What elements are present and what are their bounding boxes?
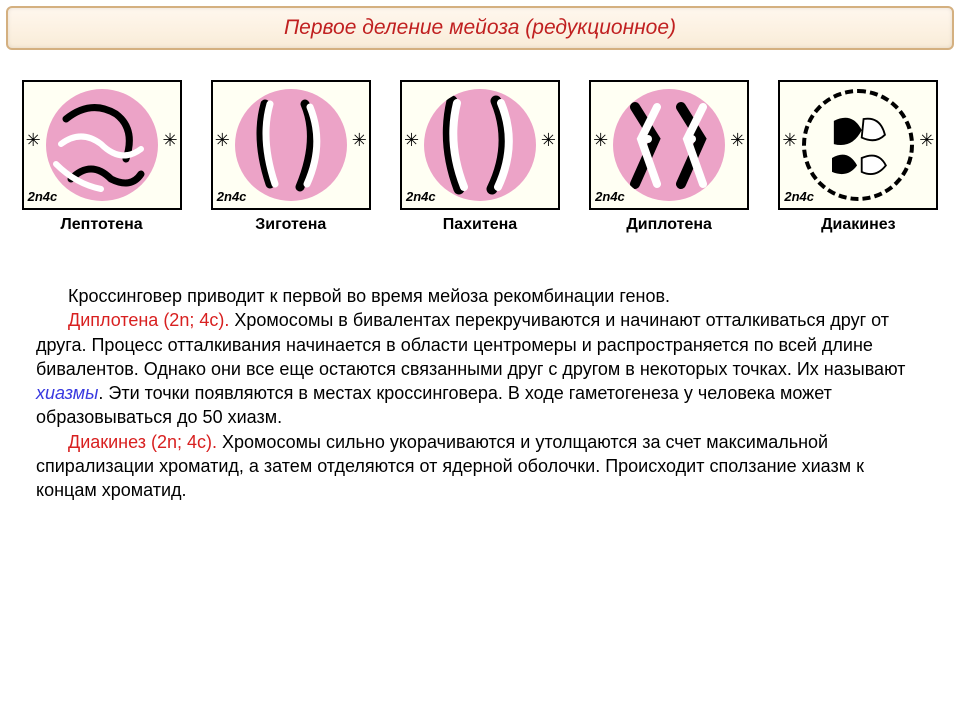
stage-label: Диакинез <box>821 216 896 234</box>
page-title: Первое деление мейоза (редукционное) <box>284 16 676 39</box>
cell-box: ✳ ✳ 2n4c <box>400 80 560 210</box>
body-text: Кроссинговер приводит к первой во время … <box>36 284 924 503</box>
aster-icon: ✳ <box>26 130 41 151</box>
nucleus <box>235 89 347 201</box>
aster-icon: ✳ <box>163 130 178 151</box>
ploidy-label: 2n4c <box>217 189 247 204</box>
aster-icon: ✳ <box>215 130 230 151</box>
stage-label: Лептотена <box>61 216 143 234</box>
paragraph-diplotene: Диплотена (2n; 4c). Хромосомы в бивалент… <box>36 308 924 429</box>
stages-row: ✳ ✳ 2n4c Лептотена ✳ ✳ <box>10 80 950 234</box>
chromosomes-svg <box>424 89 536 201</box>
cell-box: ✳ ✳ 2n4c <box>211 80 371 210</box>
ploidy-label: 2n4c <box>595 189 625 204</box>
aster-icon: ✳ <box>593 130 608 151</box>
stage-pachytene: ✳ ✳ 2n4c Пахитена <box>390 80 570 234</box>
stage-label: Диплотена <box>626 216 712 234</box>
cell-box: ✳ ✳ 2n4c <box>22 80 182 210</box>
cell-box: ✳ ✳ 2n4c <box>778 80 938 210</box>
term-diplotene: Диплотена (2n; 4c). <box>68 310 234 330</box>
term-diakinesis: Диакинез (2n; 4c). <box>68 432 222 452</box>
stage-label: Зиготена <box>255 216 326 234</box>
chromosomes-svg <box>46 89 158 201</box>
paragraph-diakinesis: Диакинез (2n; 4c). Хромосомы сильно укор… <box>36 430 924 503</box>
stage-label: Пахитена <box>443 216 517 234</box>
stage-diplotene: ✳ ✳ 2n4c Диплотена <box>579 80 759 234</box>
ploidy-label: 2n4c <box>28 189 58 204</box>
chromosomes-svg <box>613 89 725 201</box>
chromosomes-svg <box>235 89 347 201</box>
stage-leptotene: ✳ ✳ 2n4c Лептотена <box>12 80 192 234</box>
chromosomes-svg <box>806 93 910 197</box>
stage-diakinesis: ✳ ✳ 2n4c Диакинез <box>768 80 948 234</box>
aster-icon: ✳ <box>730 130 745 151</box>
stage-zygotene: ✳ ✳ 2n4c Зиготена <box>201 80 381 234</box>
cell-box: ✳ ✳ 2n4c <box>589 80 749 210</box>
ploidy-label: 2n4c <box>406 189 436 204</box>
ploidy-label: 2n4c <box>784 189 814 204</box>
page-title-bar: Первое деление мейоза (редукционное) <box>6 6 954 50</box>
aster-icon: ✳ <box>782 130 797 151</box>
term-chiasm: хиазмы <box>36 383 98 403</box>
nucleus <box>46 89 158 201</box>
aster-icon: ✳ <box>541 130 556 151</box>
paragraph-crossing-over: Кроссинговер приводит к первой во время … <box>36 284 924 308</box>
p2b-text: . Эти точки появляются в местах кроссинг… <box>36 383 832 427</box>
nucleus <box>802 89 914 201</box>
aster-icon: ✳ <box>404 130 419 151</box>
nucleus <box>613 89 725 201</box>
p1-text: Кроссинговер приводит к первой во время … <box>68 286 670 306</box>
aster-icon: ✳ <box>352 130 367 151</box>
aster-icon: ✳ <box>919 130 934 151</box>
nucleus <box>424 89 536 201</box>
